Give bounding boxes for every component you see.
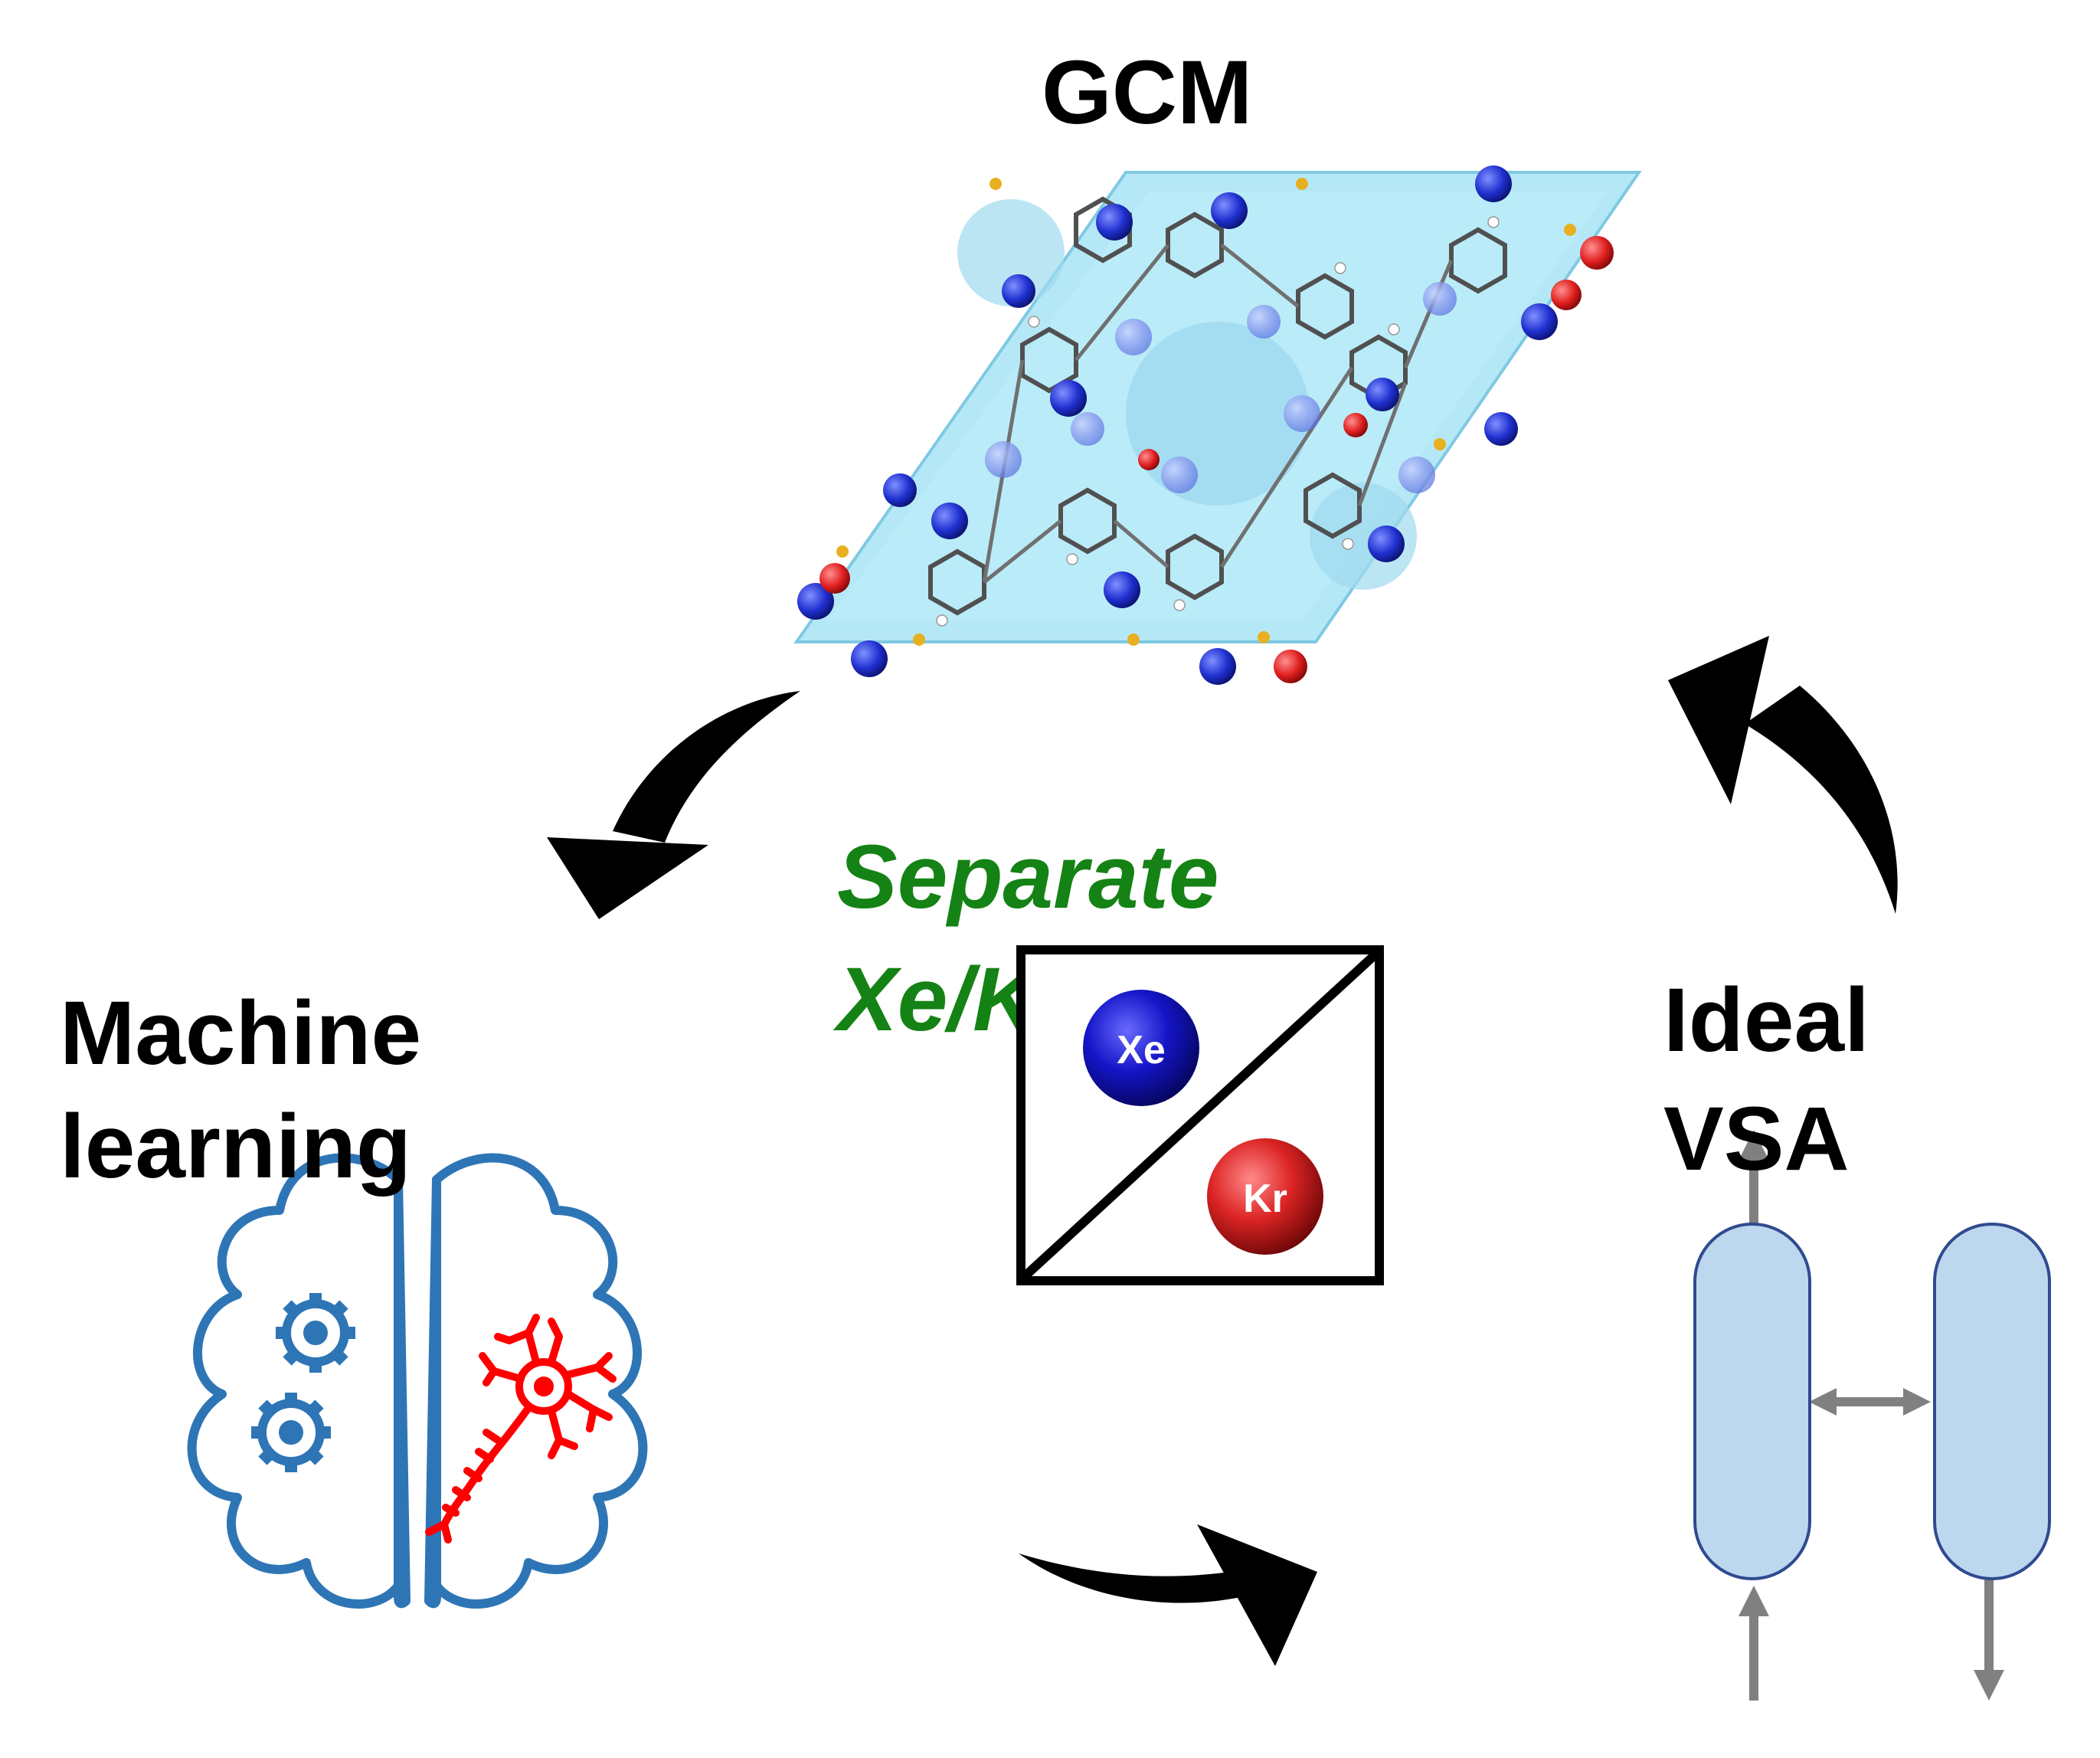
- arrow-ml-to-vsa: [1019, 1524, 1317, 1666]
- adsorption-column-icon: [1693, 1130, 2051, 1701]
- ideal-vsa-title: Ideal VSA: [1663, 961, 1869, 1199]
- gcm-title: GCM: [1042, 42, 1253, 143]
- arrow-vsa-to-gcm: [1668, 636, 1898, 914]
- gear-icon: [276, 1293, 355, 1373]
- ml-line2: learning: [60, 1096, 411, 1197]
- ml-line1: Machine: [60, 983, 422, 1084]
- vsa-line1: Ideal: [1663, 970, 1869, 1071]
- kr-atom-label: Kr: [1242, 1177, 1288, 1223]
- crystal-structure-icon: [793, 165, 1642, 685]
- vsa-line2: VSA: [1663, 1089, 1850, 1190]
- brain-icon: [187, 1153, 648, 1609]
- sep-line2: Xe/Kr: [837, 949, 1074, 1050]
- machine-learning-title: Machine learning: [60, 977, 421, 1203]
- sep-line1: Separate: [837, 827, 1219, 928]
- separate-xe-kr-title: Separate Xe/Kr: [837, 816, 1219, 1061]
- neuron-icon: [425, 1314, 617, 1544]
- gear-icon: [251, 1393, 331, 1472]
- arrow-gcm-to-ml: [547, 691, 800, 919]
